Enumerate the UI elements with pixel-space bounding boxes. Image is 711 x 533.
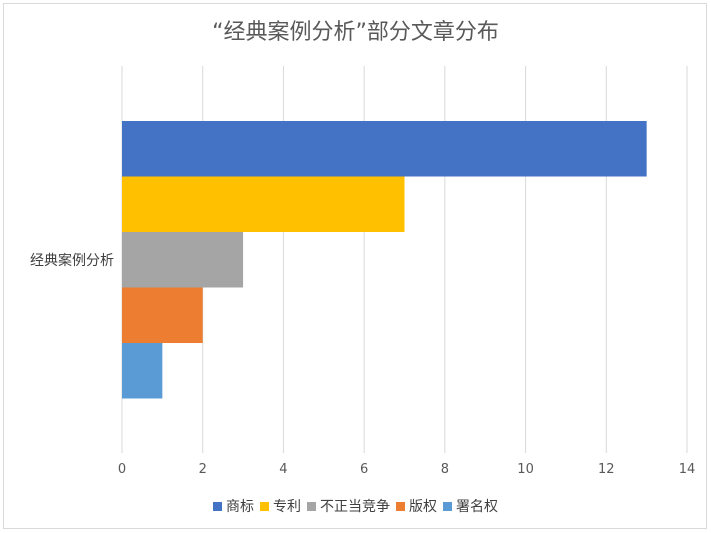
bar-不正当竞争: [122, 232, 244, 288]
x-tick-label: 6: [360, 462, 368, 477]
legend-swatch: [260, 501, 269, 511]
legend-item-不正当竞争: 不正当竞争: [307, 496, 390, 516]
legend-label: 署名权: [456, 499, 498, 515]
legend-swatch: [396, 501, 405, 511]
chart-frame: [3, 3, 707, 529]
legend-swatch: [307, 501, 316, 511]
category-label: 经典案例分析: [30, 252, 114, 269]
x-tick-label: 2: [199, 462, 207, 477]
legend-label: 不正当竞争: [320, 499, 390, 515]
legend-label: 商标: [226, 499, 254, 515]
bar-版权: [122, 287, 203, 343]
legend-label: 专利: [273, 499, 301, 515]
legend-item-署名权: 署名权: [443, 496, 498, 516]
x-tick-label: 10: [517, 462, 534, 477]
bar-商标: [122, 121, 647, 177]
x-tick-label: 8: [441, 462, 449, 477]
chart-legend: 商标 专利 不正当竞争 版权 署名权: [0, 496, 711, 516]
chart-title: “经典案例分析”部分文章分布: [212, 20, 499, 45]
legend-item-专利: 专利: [260, 496, 301, 516]
legend-item-商标: 商标: [213, 496, 254, 516]
x-tick-label: 4: [279, 462, 287, 477]
legend-swatch: [443, 501, 452, 511]
legend-item-版权: 版权: [396, 496, 437, 516]
bar-署名权: [122, 343, 163, 399]
legend-swatch: [213, 501, 222, 511]
x-tick-label: 12: [598, 462, 615, 477]
legend-label: 版权: [409, 499, 437, 515]
x-tick-label: 0: [118, 462, 126, 477]
bar-专利: [122, 176, 405, 232]
x-tick-label: 14: [679, 462, 696, 477]
